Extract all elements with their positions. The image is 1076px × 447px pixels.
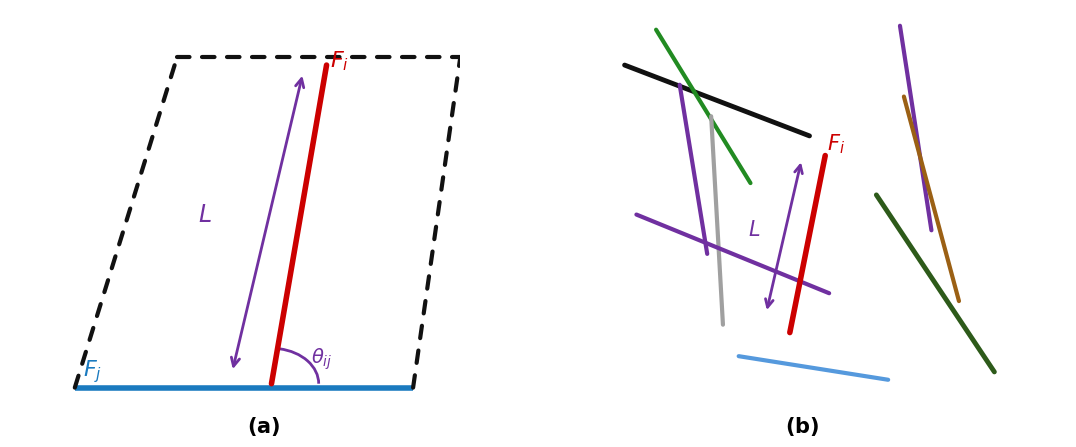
Text: $L$: $L$ (198, 202, 212, 227)
Text: $F_j$: $F_j$ (83, 358, 102, 385)
Text: $L$: $L$ (748, 220, 761, 240)
Text: $F_i$: $F_i$ (827, 132, 845, 156)
Text: $F_i$: $F_i$ (330, 49, 350, 73)
Text: $\mathbf{(b)}$: $\mathbf{(b)}$ (784, 415, 819, 438)
Text: $\mathbf{(a)}$: $\mathbf{(a)}$ (246, 415, 281, 438)
Text: $\theta_{ij}$: $\theta_{ij}$ (311, 346, 332, 372)
